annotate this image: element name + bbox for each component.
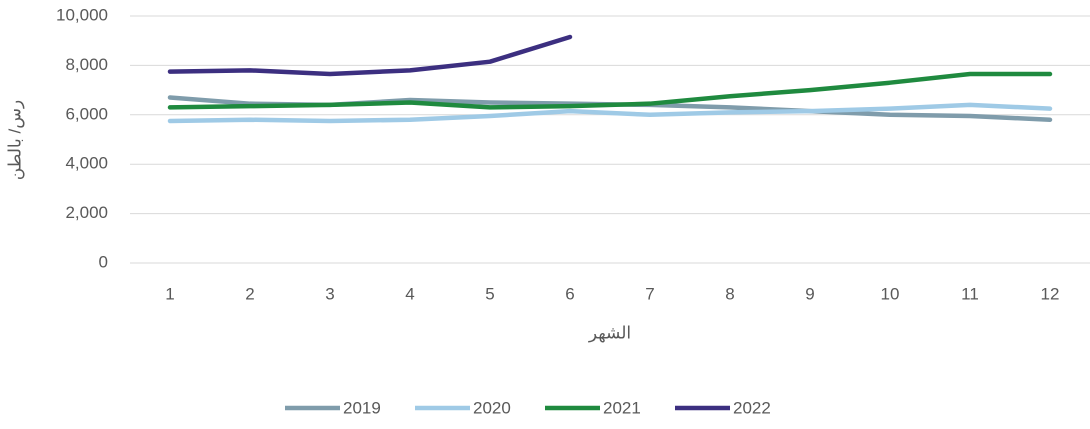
- y-tick-label: 10,000: [56, 5, 108, 24]
- y-tick-label: 6,000: [65, 104, 108, 123]
- y-tick-label: 2,000: [65, 203, 108, 222]
- series-line: [167, 71, 1053, 110]
- x-tick-label: 3: [325, 284, 334, 303]
- y-tick-label: 4,000: [65, 154, 108, 173]
- y-tick-label: 0: [99, 252, 108, 271]
- x-tick-label: 12: [1041, 284, 1060, 303]
- series-line: [167, 102, 1053, 124]
- legend-label: 2022: [733, 398, 771, 417]
- x-axis-label: الشهر: [588, 323, 631, 343]
- x-tick-label: 8: [725, 284, 734, 303]
- x-tick-label: 10: [881, 284, 900, 303]
- x-tick-label: 1: [165, 284, 174, 303]
- x-tick-label: 7: [645, 284, 654, 303]
- legend-label: 2020: [473, 398, 511, 417]
- series-line: [167, 34, 573, 77]
- x-tick-label: 4: [405, 284, 414, 303]
- x-tick-label: 11: [961, 284, 979, 303]
- x-tick-label: 9: [805, 284, 814, 303]
- x-tick-label: 6: [565, 284, 574, 303]
- x-tick-label: 5: [485, 284, 494, 303]
- x-tick-label: 2: [245, 284, 254, 303]
- y-axis-label: رس/ بالطن: [5, 100, 24, 180]
- legend-label: 2019: [343, 398, 381, 417]
- y-tick-label: 8,000: [65, 55, 108, 74]
- legend-label: 2021: [603, 398, 641, 417]
